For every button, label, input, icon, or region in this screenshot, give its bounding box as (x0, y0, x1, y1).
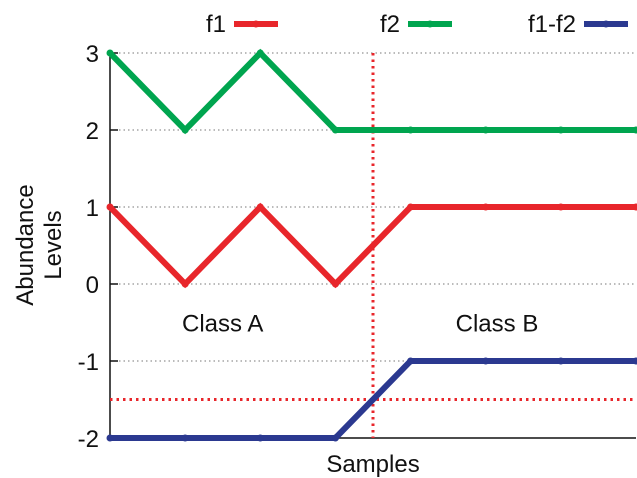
class-annotations: Class A Class B (182, 311, 538, 338)
data-point (407, 126, 415, 134)
legend-label: f1-f2 (528, 11, 576, 38)
data-point (407, 357, 415, 365)
reference-lines (110, 53, 636, 438)
data-point (557, 126, 565, 134)
class-label: Class A (182, 311, 263, 338)
series-line-0 (107, 202, 636, 289)
legend: f1 f2 f1-f2 (206, 11, 628, 38)
data-point (632, 203, 637, 211)
data-point (106, 49, 114, 57)
data-point (181, 280, 189, 288)
data-point (331, 280, 339, 288)
legend-marker (426, 20, 434, 28)
data-point (557, 203, 565, 211)
class-label: Class B (456, 311, 539, 338)
legend-marker (252, 20, 260, 28)
data-point (331, 434, 339, 442)
data-point (557, 357, 565, 365)
data-point (482, 126, 490, 134)
y-tick-label: 0 (86, 272, 99, 299)
data-point (181, 126, 189, 134)
y-tick-label: 2 (86, 118, 99, 145)
data-point (256, 434, 264, 442)
y-axis-title-line2: Levels (40, 210, 67, 279)
data-point (256, 203, 264, 211)
series-line-1 (107, 48, 636, 135)
y-tick-labels: -2 -1 0 1 2 3 (78, 41, 99, 453)
y-axis-title: Abundance Levels (12, 184, 67, 305)
y-tick-label: 3 (86, 41, 99, 68)
y-tick-label: -1 (78, 349, 99, 376)
x-axis-title: Samples (326, 451, 419, 478)
series-lines (106, 48, 637, 442)
series-line-2 (110, 358, 636, 441)
y-tick-label: 1 (86, 195, 99, 222)
data-point (482, 357, 490, 365)
data-point (256, 49, 264, 57)
y-tick-label: -2 (78, 426, 99, 453)
y-axis-title-line1: Abundance (12, 184, 39, 305)
legend-marker (602, 20, 610, 28)
legend-label: f2 (380, 11, 400, 38)
data-point (331, 126, 339, 134)
legend-label: f1 (206, 11, 226, 38)
data-point (482, 203, 490, 211)
data-point (106, 203, 114, 211)
data-point (632, 357, 637, 365)
data-point (407, 203, 415, 211)
data-point (106, 434, 114, 442)
data-point (181, 434, 189, 442)
data-point (632, 126, 637, 134)
